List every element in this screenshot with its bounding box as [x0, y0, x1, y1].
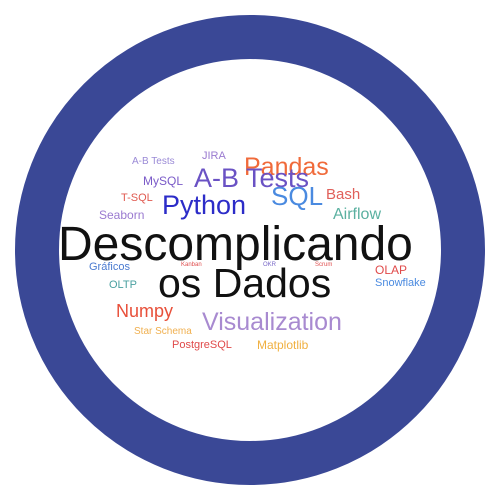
- word-oltp: OLTP: [109, 279, 137, 291]
- word-jira: JIRA: [202, 150, 226, 162]
- word-numpy: Numpy: [116, 301, 174, 321]
- word-pandas: Pandas: [244, 153, 329, 181]
- word-etl: A-B Tests: [194, 163, 310, 193]
- word-visualization: Visualization: [202, 308, 342, 336]
- logo-ring: A-B Tests JIRA Pandas MySQL A-B Tests T-…: [15, 15, 485, 485]
- word-tsql: T-SQL: [121, 192, 153, 204]
- word-airflow: Airflow: [333, 206, 382, 223]
- word-okr: OKR: [263, 262, 277, 268]
- word-seaborn: Seaborn: [99, 208, 145, 222]
- word-graficos: Gráficos: [89, 261, 130, 273]
- word-scrum: Scrum: [315, 262, 333, 268]
- word-ab-tests: A-B Tests: [132, 156, 175, 167]
- word-matplotlib: Matplotlib: [257, 338, 309, 352]
- word-postgresql: PostgreSQL: [172, 339, 232, 351]
- word-kanban: Kanban: [181, 262, 202, 268]
- word-bash: Bash: [326, 186, 361, 203]
- word-title-line-1: Descomplicando: [58, 218, 413, 271]
- word-snowflake: Snowflake: [375, 277, 426, 289]
- word-olap: OLAP: [375, 263, 408, 277]
- word-sql: SQL: [271, 181, 324, 211]
- word-title-line-2-visible: os Dados: [158, 260, 332, 306]
- word-python: Python: [162, 190, 247, 220]
- word-star-schema: Star Schema: [134, 326, 192, 337]
- word-mysql: MySQL: [143, 174, 184, 188]
